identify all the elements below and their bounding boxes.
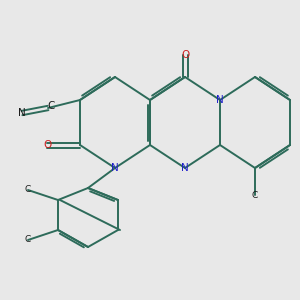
Text: N: N xyxy=(18,108,26,118)
Text: N: N xyxy=(181,163,189,173)
Text: C: C xyxy=(25,185,31,194)
Text: C: C xyxy=(47,101,55,111)
Text: N: N xyxy=(111,163,119,173)
Text: C: C xyxy=(252,190,258,200)
Text: O: O xyxy=(43,140,51,150)
Text: C: C xyxy=(25,236,31,244)
Text: O: O xyxy=(181,50,189,60)
Text: N: N xyxy=(216,95,224,105)
